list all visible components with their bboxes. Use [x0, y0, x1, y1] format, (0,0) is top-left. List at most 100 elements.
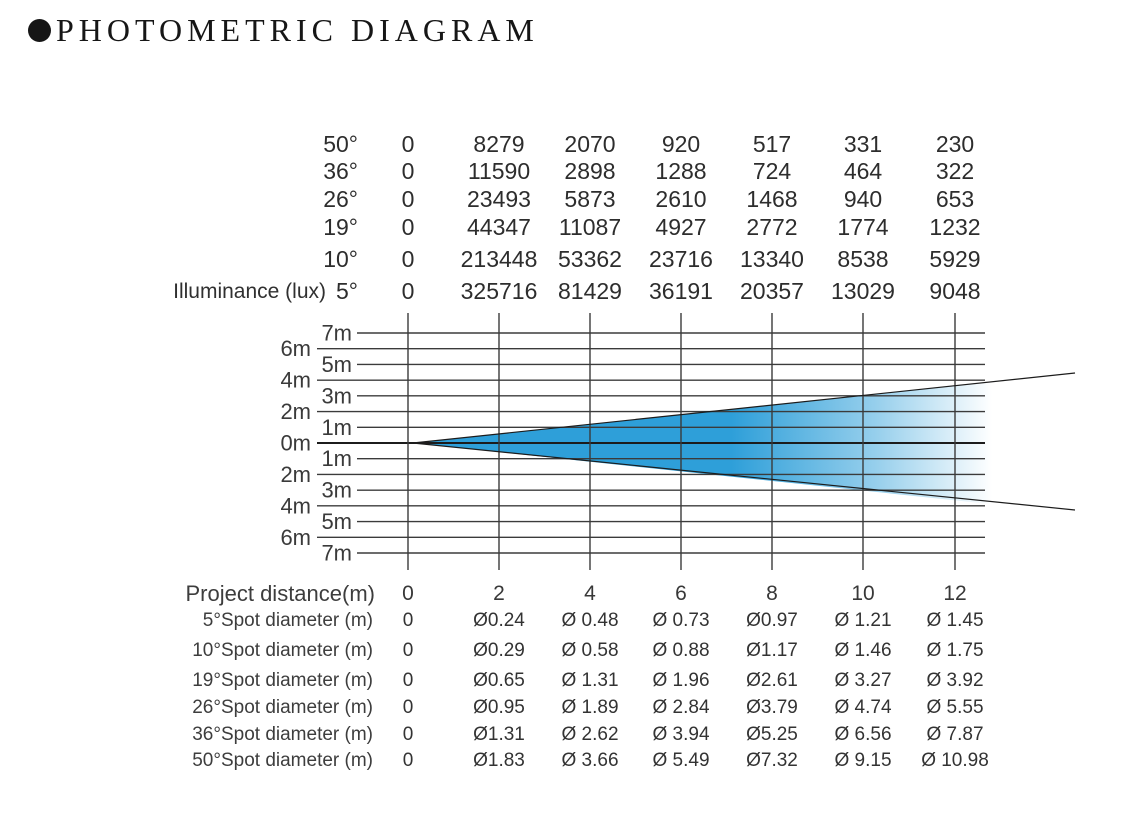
spot-value: Ø0.95	[473, 697, 525, 718]
illuminance-value: 1468	[746, 186, 798, 212]
spot-value: 0	[402, 610, 414, 631]
illuminance-value: 44347	[467, 214, 531, 240]
spot-value: 0	[402, 640, 414, 661]
angle-label: 36°	[323, 158, 358, 184]
spot-value: Ø 7.87	[926, 724, 984, 745]
spot-value: Ø 2.62	[561, 724, 619, 745]
meter-label: 0m	[280, 430, 311, 455]
illuminance-value: 13340	[740, 246, 804, 272]
spot-value: Ø0.24	[473, 610, 525, 631]
page-title: PHOTOMETRIC DIAGRAM	[28, 12, 539, 49]
spot-value: 0	[402, 750, 414, 771]
meter-label: 5m	[321, 509, 352, 534]
spot-value: Ø0.29	[473, 640, 525, 661]
illuminance-value: 1288	[655, 158, 707, 184]
spot-value: Ø 1.75	[926, 640, 984, 661]
meter-label: 4m	[280, 493, 311, 518]
illuminance-value: 23493	[467, 186, 531, 212]
illuminance-unit-label: Illuminance (lux)	[173, 280, 326, 303]
illuminance-value: 5929	[929, 246, 981, 272]
spot-value: Ø 1.46	[834, 640, 892, 661]
spot-value: Ø 4.74	[834, 697, 892, 718]
spot-value: Ø1.83	[473, 750, 525, 771]
spot-value: Ø0.97	[746, 610, 798, 631]
spot-value: Ø7.32	[746, 750, 798, 771]
spot-value: Ø 1.21	[834, 610, 892, 631]
illuminance-value: 53362	[558, 246, 622, 272]
illuminance-value: 11087	[558, 214, 622, 240]
beam-chart: 7m 6m 5m 4m 3m 2m 1m 0m 1m 2m 3m 4m 5m 6m 7m	[280, 313, 1076, 570]
spot-row-label: 19°Spot diameter (m)	[192, 670, 373, 691]
illuminance-value: 2898	[564, 158, 616, 184]
spot-value: Ø 1.45	[926, 610, 984, 631]
meter-label: 6m	[280, 336, 311, 361]
spot-value: Ø 0.48	[561, 610, 619, 631]
spot-value: Ø 3.66	[561, 750, 619, 771]
illuminance-value: 0	[401, 158, 415, 184]
spot-value: Ø 6.56	[834, 724, 892, 745]
illuminance-value: 5873	[564, 186, 616, 212]
spot-value: Ø 10.98	[921, 750, 989, 771]
angle-label: 50°	[323, 131, 358, 157]
spot-value: Ø 3.94	[652, 724, 710, 745]
meter-label: 5m	[321, 352, 352, 377]
spot-value: Ø 1.96	[652, 670, 710, 691]
illuminance-value: 23716	[649, 246, 713, 272]
spot-value: 0	[402, 697, 414, 718]
spot-value: Ø 1.31	[561, 670, 619, 691]
illuminance-value: 0	[401, 278, 415, 304]
meter-label: 2m	[280, 399, 311, 424]
illuminance-value: 0	[401, 131, 415, 157]
illuminance-value: 1232	[929, 214, 981, 240]
spot-value: Ø 2.84	[652, 697, 710, 718]
distance-tick: 6	[675, 582, 687, 605]
illuminance-value: 940	[843, 186, 883, 212]
angle-label: 19°	[323, 214, 358, 240]
angle-label: 26°	[323, 186, 358, 212]
illuminance-value: 8538	[837, 246, 889, 272]
spot-value: Ø 0.88	[652, 640, 710, 661]
illuminance-value: 2772	[746, 214, 798, 240]
illuminance-value: 36191	[649, 278, 713, 304]
spot-value: Ø 0.73	[652, 610, 710, 631]
spot-value: Ø5.25	[746, 724, 798, 745]
meter-label: 1m	[321, 446, 352, 471]
angle-label: 5°	[336, 278, 358, 304]
meter-label: 1m	[321, 415, 352, 440]
spot-value: Ø 3.27	[834, 670, 892, 691]
illuminance-value: 2070	[564, 131, 616, 157]
spot-value: Ø 9.15	[834, 750, 892, 771]
illuminance-value: 81429	[558, 278, 622, 304]
illuminance-value: 230	[935, 131, 975, 157]
illuminance-value: 653	[935, 186, 975, 212]
spot-value: Ø0.65	[473, 670, 525, 691]
illuminance-value: 0	[401, 246, 415, 272]
meter-label: 7m	[321, 540, 352, 565]
beam-outline-lower	[412, 442, 1076, 511]
distance-tick: 2	[493, 582, 505, 605]
illuminance-value: 4927	[655, 214, 707, 240]
illuminance-value: 0	[401, 186, 415, 212]
spot-value: Ø 0.58	[561, 640, 619, 661]
illuminance-value: 8279	[473, 131, 525, 157]
distance-tick: 0	[402, 582, 414, 605]
illuminance-value: 9048	[929, 278, 981, 304]
illuminance-value: 11590	[467, 158, 531, 184]
meter-label: 6m	[280, 525, 311, 550]
meter-label: 4m	[280, 368, 311, 393]
spot-row-label: 5°Spot diameter (m)	[202, 610, 373, 631]
meter-label: 3m	[321, 383, 352, 408]
distance-axis-label: Project distance(m)	[185, 581, 375, 606]
spot-value: Ø 5.55	[926, 697, 984, 718]
spot-value: 0	[402, 670, 414, 691]
illuminance-value: 322	[935, 158, 975, 184]
distance-tick: 8	[766, 582, 778, 605]
page-title-text: PHOTOMETRIC DIAGRAM	[56, 12, 539, 48]
meter-label: 3m	[321, 478, 352, 503]
spot-row-label: 36°Spot diameter (m)	[192, 724, 373, 745]
spot-row-label: 26°Spot diameter (m)	[192, 697, 373, 718]
beam-outline-upper	[412, 372, 1076, 444]
illuminance-value: 325716	[460, 278, 538, 304]
spot-value: Ø3.79	[746, 697, 798, 718]
